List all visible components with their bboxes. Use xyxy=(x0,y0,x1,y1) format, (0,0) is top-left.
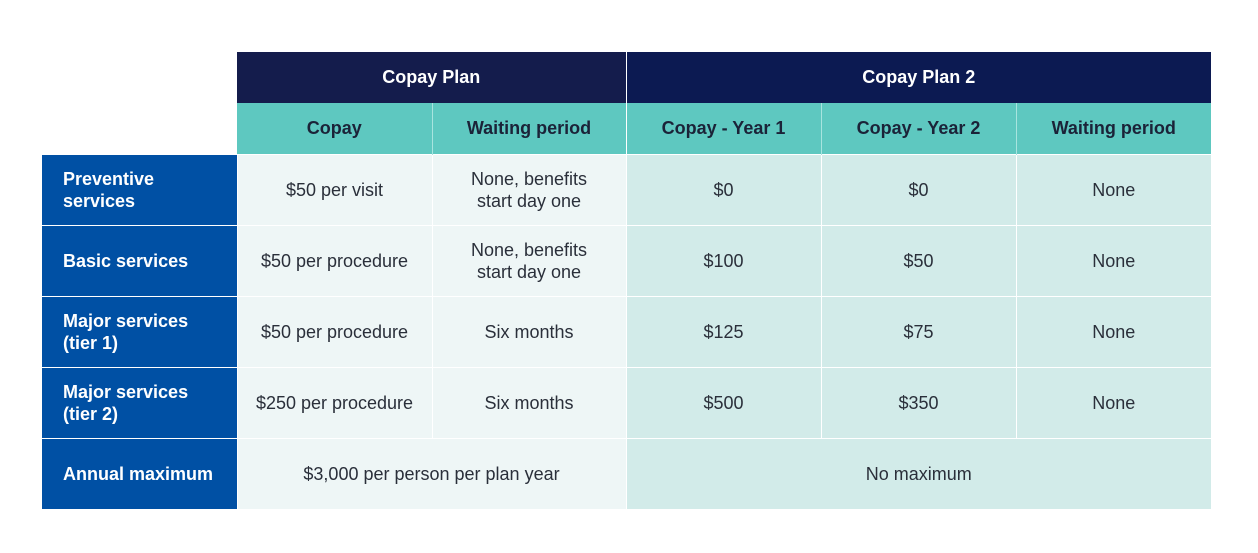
waiting-line: Six months xyxy=(484,321,574,342)
waiting-period-cell: None, benefits start day one xyxy=(431,224,626,296)
col-header-copay: Copay xyxy=(237,103,432,154)
row-label: Major services (tier 1) xyxy=(42,295,237,367)
plan-header-row: Copay Plan Copay Plan 2 xyxy=(42,52,1212,103)
col-header-waiting-period-plan2: Waiting period xyxy=(1015,103,1212,154)
table-row: Basic services $50 per procedure None, b… xyxy=(42,224,1212,296)
plan1-title: Copay Plan xyxy=(237,52,626,103)
column-header-row: Copay Waiting period Copay - Year 1 Copa… xyxy=(42,103,1212,154)
annual-maximum-row: Annual maximum $3,000 per person per pla… xyxy=(42,437,1212,509)
row-label: Preventive services xyxy=(42,153,237,225)
annual-maximum-plan1: $3,000 per person per plan year xyxy=(236,437,626,509)
row-label-line: (tier 2) xyxy=(63,403,119,424)
row-label: Major services (tier 2) xyxy=(42,366,237,438)
waiting-line: None, benefits xyxy=(470,168,588,189)
table-row: Major services (tier 2) $250 per procedu… xyxy=(42,366,1212,438)
annual-maximum-plan2: No maximum xyxy=(625,437,1212,509)
row-label-line: Major services xyxy=(63,310,189,331)
copay-year2-cell: $350 xyxy=(820,366,1016,438)
waiting-period2-cell: None xyxy=(1015,366,1212,438)
copay-year1-cell: $125 xyxy=(625,295,821,367)
corner-blank-2 xyxy=(42,103,237,154)
waiting-period2-cell: None xyxy=(1015,224,1212,296)
row-label: Basic services xyxy=(42,224,237,296)
copay-year1-cell: $0 xyxy=(625,153,821,225)
copay-year1-cell: $500 xyxy=(625,366,821,438)
waiting-period2-cell: None xyxy=(1015,153,1212,225)
copay-cell: $50 per procedure xyxy=(236,224,432,296)
copay-year2-cell: $75 xyxy=(820,295,1016,367)
copay-year2-cell: $50 xyxy=(820,224,1016,296)
col-header-copay-year1: Copay - Year 1 xyxy=(625,103,821,154)
table-row: Major services (tier 1) $50 per procedur… xyxy=(42,295,1212,367)
row-label-line: Preventive xyxy=(63,168,155,189)
waiting-period-cell: None, benefits start day one xyxy=(431,153,626,225)
waiting-line: None, benefits xyxy=(470,239,588,260)
waiting-line: start day one xyxy=(476,261,582,282)
row-label-line: Major services xyxy=(63,381,189,402)
row-label-line: services xyxy=(63,190,136,211)
copay-cell: $250 per procedure xyxy=(236,366,432,438)
corner-blank xyxy=(42,52,237,103)
copay-year1-cell: $100 xyxy=(625,224,821,296)
col-header-waiting-period: Waiting period xyxy=(431,103,626,154)
waiting-period-cell: Six months xyxy=(431,366,626,438)
copay-cell: $50 per visit xyxy=(236,153,432,225)
copay-year2-cell: $0 xyxy=(820,153,1016,225)
waiting-line: start day one xyxy=(476,190,582,211)
row-label-line: (tier 1) xyxy=(63,332,119,353)
row-label-annual-maximum: Annual maximum xyxy=(42,437,237,509)
row-label-line: Basic services xyxy=(63,250,189,271)
copay-plan-comparison-table: Copay Plan Copay Plan 2 Copay Waiting pe… xyxy=(42,52,1212,509)
plan2-title: Copay Plan 2 xyxy=(625,52,1212,103)
waiting-period-cell: Six months xyxy=(431,295,626,367)
waiting-line: Six months xyxy=(484,392,574,413)
waiting-period2-cell: None xyxy=(1015,295,1212,367)
table-row: Preventive services $50 per visit None, … xyxy=(42,153,1212,225)
col-header-copay-year2: Copay - Year 2 xyxy=(820,103,1016,154)
copay-cell: $50 per procedure xyxy=(236,295,432,367)
